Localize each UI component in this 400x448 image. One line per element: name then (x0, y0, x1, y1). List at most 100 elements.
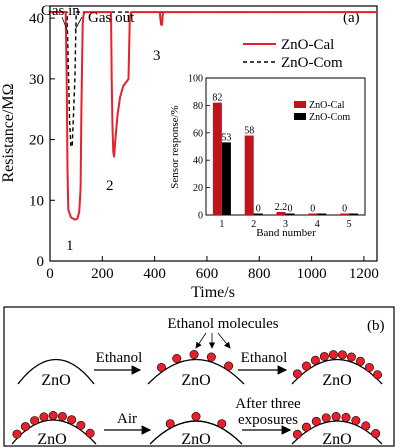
inset-bar-zno-com-2 (253, 213, 263, 215)
panel-a-label: (a) (343, 10, 360, 26)
inset-bar-label-zno-cal-1: 82 (212, 93, 222, 104)
series-line-zno-com (50, 11, 377, 148)
inset-bar-label-zno-com-3: 0 (288, 204, 293, 215)
ethanol-molecule (57, 411, 67, 421)
legend-label-zno-com: ZnO-Com (281, 55, 343, 71)
ethanol-molecule (346, 352, 356, 362)
inset-y-tick-label-5: 100 (188, 74, 203, 85)
molecules-sparse-2 (165, 411, 227, 429)
inset-bar-label-zno-cal-5: 0 (342, 204, 347, 215)
inset-y-tick-label-2: 40 (193, 156, 203, 167)
ethanol-molecule (310, 355, 320, 365)
main-x-ticks: 0 200 400 600 800 1000 1200 (46, 256, 379, 282)
ethanol-molecule (364, 362, 374, 372)
inset-y-ticks: 0 20 40 60 80 100 (188, 74, 210, 222)
inset-y-tick-label-3: 60 (193, 128, 203, 139)
zno-label-2: ZnO (181, 372, 210, 389)
legend-label-zno-cal: ZnO-Cal (281, 37, 334, 53)
ethanol-molecule (191, 411, 201, 421)
annotation-gas-out: Gas out (88, 10, 135, 26)
main-series-group (50, 11, 377, 221)
ethanol-molecule (301, 361, 311, 371)
inset-plot-frame (205, 77, 366, 216)
inset-bar-zno-com-1 (221, 142, 231, 215)
arrow-air-label: Air (117, 411, 137, 427)
molecules-dense-2 (12, 411, 95, 439)
main-y-ticks: 0 10 20 30 40 (29, 11, 55, 270)
ethanol-molecule (331, 412, 341, 422)
zno-grain-2 (147, 358, 245, 385)
ethanol-molecule (351, 416, 361, 426)
ethanol-molecule (39, 412, 49, 422)
inset-legend: ZnO-Cal ZnO-Com (294, 100, 350, 123)
inset-y-tick-label-1: 20 (193, 183, 203, 194)
inset-x-tick-label-2: 3 (283, 219, 288, 230)
inset-bar-label-zno-com-2: 0 (256, 204, 261, 215)
ethanol-molecule (311, 416, 321, 426)
zno-label-6: ZnO (322, 431, 351, 448)
cycle-label-1: 1 (66, 238, 74, 254)
ethanol-molecule (156, 362, 166, 372)
zno-label-1: ZnO (41, 372, 70, 389)
molecules-pointer-left (195, 332, 207, 349)
ethanol-molecule (67, 415, 77, 425)
arrow-three-exposures-label-2: exposures (238, 412, 298, 428)
main-y-tick-label-4: 40 (29, 11, 44, 27)
main-x-tick-label-1: 200 (91, 266, 114, 282)
inset-legend-swatch-zno-com (294, 113, 306, 120)
ethanol-molecule (48, 411, 58, 421)
ethanol-molecule (319, 351, 329, 361)
arrow-ethanol-1-label: Ethanol (96, 350, 143, 366)
ethanol-molecule (76, 420, 86, 430)
molecules-sparse-1 (156, 350, 234, 372)
ethanol-molecule (372, 370, 382, 380)
molecules-pointer-right (217, 332, 231, 349)
inset-legend-swatch-zno-cal (294, 101, 306, 108)
ethanol-molecule (337, 350, 347, 360)
main-x-tick-label-2: 400 (143, 266, 166, 282)
gas-in-pointer (61, 16, 68, 31)
main-y-tick-label-2: 20 (29, 133, 44, 149)
series-line-zno-cal (50, 11, 377, 221)
ethanol-molecule (165, 419, 175, 429)
molecules-label: Ethanol molecules (167, 316, 278, 332)
ethanol-molecule (217, 419, 227, 429)
inset-x-tick-label-0: 1 (219, 219, 224, 230)
ethanol-molecule (12, 429, 22, 439)
inset-legend-label-zno-com: ZnO-Com (309, 112, 350, 123)
gas-out-pointer (74, 16, 83, 31)
inset-bar-zno-com-4 (317, 213, 327, 215)
molecules-dense-3 (292, 412, 381, 439)
cycle-label-3: 3 (153, 48, 161, 64)
zno-grain-5 (149, 420, 243, 445)
inset-bar-zno-com-3 (285, 213, 295, 215)
inset-bar-label-zno-cal-2: 58 (244, 126, 254, 137)
inset-x-tick-label-4: 5 (347, 219, 352, 230)
inset-bar-zno-cal-5 (340, 213, 350, 215)
arrow-ethanol-2-label: Ethanol (241, 350, 288, 366)
inset-bar-zno-cal-4 (308, 213, 318, 215)
ethanol-molecule (30, 416, 40, 426)
ethanol-molecule (371, 429, 381, 439)
main-x-tick-label-6: 1200 (349, 266, 379, 282)
inset-y-axis-label: Sensor response/% (169, 105, 181, 188)
main-y-tick-label-1: 10 (29, 193, 44, 209)
molecules-dense-1 (292, 350, 382, 380)
inset-y-tick-label-4: 80 (193, 101, 203, 112)
inset-bar-zno-cal-3 (276, 211, 286, 215)
ethanol-molecule (361, 421, 371, 431)
ethanol-molecule (292, 369, 302, 379)
main-y-tick-label-3: 30 (29, 72, 44, 88)
inset-legend-label-zno-cal: ZnO-Cal (309, 100, 345, 111)
inset-bar-zno-cal-2 (244, 135, 254, 215)
inset-x-tick-label-3: 4 (315, 219, 320, 230)
main-x-tick-label-0: 0 (46, 266, 54, 282)
ethanol-molecule (341, 412, 351, 422)
inset-x-axis-label: Band number (256, 227, 316, 239)
inset-bar-label-zno-cal-4: 0 (310, 204, 315, 215)
arrow-three-exposures-label-1: After three (235, 396, 301, 412)
